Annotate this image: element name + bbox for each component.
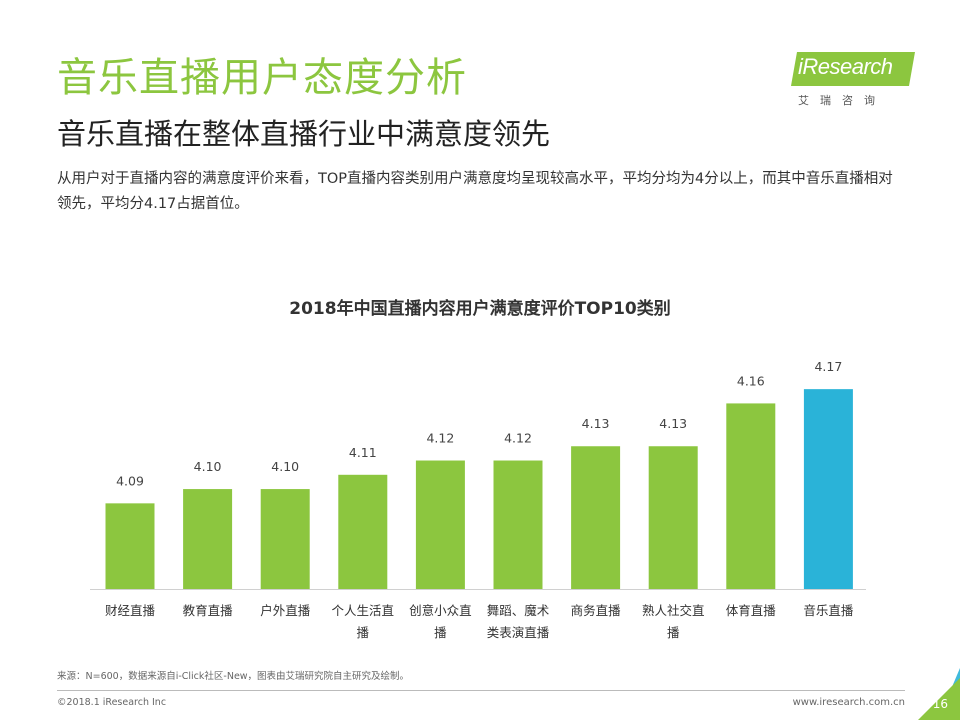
bar-10: [803, 389, 853, 589]
description-text: 从用户对于直播内容的满意度评价来看，TOP直播内容类别用户满意度均呈现较高水平，…: [57, 171, 893, 212]
data-label-3: 4.10: [271, 459, 299, 474]
bar-7: [571, 446, 621, 589]
chart-title: 2018年中国直播内容用户满意度评价TOP10类别: [289, 299, 671, 319]
source-note: 来源：N=600，数据来源自i-Click社区-New，图表由艾瑞研究院自主研究…: [57, 671, 410, 682]
bar-9: [726, 403, 776, 589]
data-label-6: 4.12: [504, 431, 532, 446]
category-label-5-line-1: 创意小众直: [409, 603, 472, 618]
website-link[interactable]: www.iresearch.com.cn: [792, 697, 905, 708]
category-label-9: 体育直播: [726, 603, 777, 618]
category-label-4-line-1: 个人生活直: [332, 603, 395, 618]
data-label-9: 4.16: [737, 373, 765, 388]
data-label-5: 4.12: [426, 431, 454, 446]
bar-3: [260, 489, 310, 589]
category-label-7: 商务直播: [571, 603, 622, 618]
category-label-3: 户外直播: [260, 603, 311, 618]
category-label-10: 音乐直播: [803, 603, 854, 618]
logo-text: iResearch: [798, 54, 893, 79]
data-label-4: 4.11: [349, 445, 377, 460]
category-label-4-line-2: 播: [357, 625, 370, 640]
copyright-text: ©2018.1 iResearch Inc: [57, 697, 167, 708]
logo-cn-text: 艾瑞咨询: [798, 94, 886, 107]
data-label-1: 4.09: [116, 473, 144, 488]
page-number: 16: [932, 697, 948, 711]
bar-1: [105, 503, 155, 589]
data-label-2: 4.10: [194, 459, 222, 474]
bar-6: [493, 460, 543, 589]
footer-divider: [57, 690, 905, 691]
data-label-10: 4.17: [814, 359, 842, 374]
category-label-2: 教育直播: [183, 603, 234, 618]
category-label-8-line-1: 熟人社交直: [642, 603, 705, 618]
corner-decoration-green: [918, 678, 960, 720]
page-subtitle: 音乐直播在整体直播行业中满意度领先: [57, 117, 551, 151]
category-label-5-line-2: 播: [434, 625, 447, 640]
category-label-1: 财经直播: [105, 603, 156, 618]
bar-8: [648, 446, 698, 589]
category-label-6-line-1: 舞蹈、魔术: [487, 603, 550, 618]
bar-5: [415, 460, 465, 589]
iresearch-logo: iResearch 艾瑞咨询: [790, 50, 915, 112]
category-label-8-line-2: 播: [667, 625, 680, 640]
bar-2: [183, 489, 233, 589]
data-label-8: 4.13: [659, 416, 687, 431]
category-label-6-line-2: 类表演直播: [487, 625, 550, 640]
bar-4: [338, 474, 388, 589]
page-title: 音乐直播用户态度分析: [57, 55, 467, 101]
data-label-7: 4.13: [582, 416, 610, 431]
